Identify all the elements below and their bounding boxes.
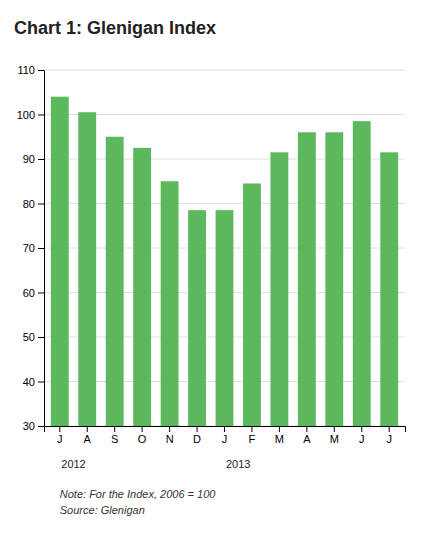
y-tick-label: 50 xyxy=(23,331,35,343)
bar xyxy=(298,132,316,426)
x-tick-label: S xyxy=(111,433,118,445)
x-tick-mark xyxy=(59,426,60,432)
x-tick: S xyxy=(111,426,118,445)
grid-line xyxy=(44,70,405,71)
y-tick-mark xyxy=(38,248,44,249)
bar xyxy=(161,181,179,426)
note: Source: Glenigan xyxy=(60,504,145,516)
y-tick-label: 60 xyxy=(23,287,35,299)
x-tick-label: J xyxy=(359,433,365,445)
y-tick: 90 xyxy=(23,153,44,165)
bar xyxy=(106,137,124,426)
y-tick: 110 xyxy=(17,64,44,76)
x-tick-mark xyxy=(279,426,280,432)
title: Chart 1: Glenigan Index xyxy=(14,18,216,38)
bars xyxy=(51,97,398,426)
x-tick-mark xyxy=(169,426,170,432)
x-tick-label: M xyxy=(275,433,284,445)
x-tick: N xyxy=(166,426,174,445)
x-tick: J xyxy=(386,426,392,445)
y-tick: 80 xyxy=(23,198,44,210)
x-tick-mark xyxy=(224,426,225,432)
x-tick: M xyxy=(275,426,284,445)
x-tick-mark xyxy=(197,426,198,432)
y-tick-label: 100 xyxy=(17,109,35,121)
grid-line xyxy=(44,203,405,204)
y-tick-mark xyxy=(38,382,44,383)
x-tick-mark xyxy=(306,426,307,432)
x-tick-label: N xyxy=(166,433,174,445)
x-tick-mark xyxy=(114,426,115,432)
x-tick-label: A xyxy=(84,433,92,445)
y-tick-mark xyxy=(38,204,44,205)
bar xyxy=(133,148,151,426)
y-tick: 100 xyxy=(17,109,44,121)
x-tick-label: M xyxy=(330,433,339,445)
x-tick: O xyxy=(138,426,147,445)
x-tick-mark xyxy=(87,426,88,432)
x-tick-label: J xyxy=(57,433,63,445)
y-tick-label: 110 xyxy=(17,64,35,76)
x-tick: D xyxy=(193,426,201,445)
x-tick-label: A xyxy=(303,433,311,445)
bar xyxy=(380,152,398,426)
x-tick-label: O xyxy=(138,433,147,445)
bar xyxy=(78,112,96,426)
y-tick-label: 90 xyxy=(23,153,35,165)
y-tick: 60 xyxy=(23,287,44,299)
grid-line xyxy=(44,114,405,115)
y-tick-mark xyxy=(38,337,44,338)
x-axis: JASONDJFMAMJJ xyxy=(45,426,406,445)
x-tick-label: F xyxy=(249,433,256,445)
x-tick-label: J xyxy=(386,433,392,445)
y-tick-mark xyxy=(38,70,44,71)
y-tick: 50 xyxy=(23,331,44,343)
bar xyxy=(51,97,69,426)
bar xyxy=(188,210,206,426)
bar xyxy=(216,210,234,426)
x-tick: F xyxy=(249,426,256,445)
year-label: 2013 xyxy=(226,458,250,470)
x-tick-mark xyxy=(361,426,362,432)
bar xyxy=(325,132,343,426)
x-tick: M xyxy=(330,426,339,445)
y-tick-label: 80 xyxy=(23,198,35,210)
y-tick: 40 xyxy=(23,376,44,388)
y-tick: 30 xyxy=(23,420,44,432)
x-axis-line xyxy=(45,427,406,433)
bar xyxy=(243,183,261,426)
chart-svg: Chart 1: Glenigan Index 30 40 50 60 70 80 90 100… xyxy=(0,0,423,546)
x-tick: J xyxy=(57,426,63,445)
x-tick-mark xyxy=(251,426,252,432)
x-tick: A xyxy=(303,426,311,445)
chart-container: Chart 1: Glenigan Index 30 40 50 60 70 80 90 100… xyxy=(0,0,423,546)
y-tick-mark xyxy=(38,159,44,160)
bar xyxy=(353,121,371,426)
x-tick: J xyxy=(222,426,228,445)
x-tick-mark xyxy=(142,426,143,432)
y-tick-mark xyxy=(38,293,44,294)
y-tick-label: 70 xyxy=(23,242,35,254)
x-tick-label: D xyxy=(193,433,201,445)
y-tick-mark xyxy=(38,426,44,427)
grid-line xyxy=(44,159,405,160)
x-tick-label: J xyxy=(222,433,228,445)
note: Note: For the Index, 2006 = 100 xyxy=(60,488,217,500)
year-label: 2012 xyxy=(61,458,85,470)
y-tick: 70 xyxy=(23,242,44,254)
bar xyxy=(270,152,288,426)
y-axis: 30 40 50 60 70 80 90 100 110 xyxy=(17,64,45,432)
x-tick: A xyxy=(84,426,92,445)
x-tick-mark xyxy=(389,426,390,432)
plot: 30 40 50 60 70 80 90 100 110 J A S O N D J F M A M J J 2012 201… xyxy=(17,64,406,516)
x-tick-mark xyxy=(334,426,335,432)
y-tick-label: 40 xyxy=(23,376,35,388)
y-tick-mark xyxy=(38,115,44,116)
grid xyxy=(44,70,405,426)
y-axis-line xyxy=(38,71,45,427)
x-tick: J xyxy=(359,426,365,445)
y-tick-label: 30 xyxy=(23,420,35,432)
